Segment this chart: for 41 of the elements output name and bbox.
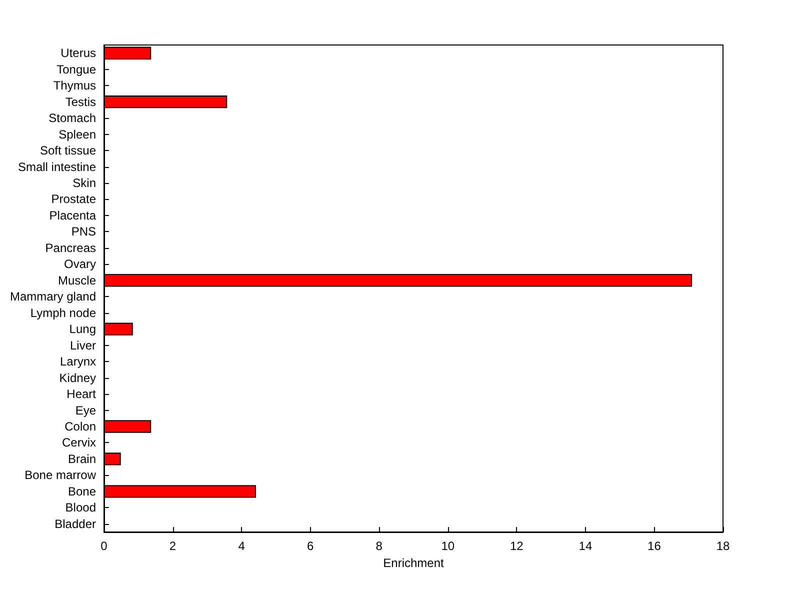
y-tick-label: Thymus (53, 78, 96, 93)
y-tick-label: Ovary (64, 257, 96, 272)
y-tick-label: Heart (66, 387, 97, 402)
x-tick-label: 8 (376, 539, 383, 553)
y-tick-label: Liver (70, 338, 96, 352)
y-tick-label: Brain (68, 452, 96, 466)
y-tick-label: Lymph node (30, 306, 96, 320)
y-tick-label: Muscle (58, 273, 96, 288)
y-tick-label: Lung (69, 322, 96, 336)
y-tick-label: Tongue (56, 62, 96, 76)
x-tick-label: 16 (648, 539, 662, 553)
y-tick-label: Placenta (49, 208, 96, 222)
y-tick-label: Larynx (60, 354, 96, 369)
y-tick-label: Prostate (51, 192, 96, 206)
y-tick-label: Eye (75, 403, 96, 418)
x-tick-label: 10 (441, 539, 455, 553)
x-tick-label: 4 (238, 539, 246, 553)
x-tick-label: 6 (306, 539, 314, 553)
y-tick-label: Pancreas (45, 240, 96, 255)
x-axis-title: Enrichment (383, 556, 445, 570)
y-tick-label: Cervix (62, 436, 96, 450)
y-tick-label: Mammary gland (10, 290, 96, 304)
y-tick-label: Kidney (59, 370, 96, 385)
y-tick-label: Testis (65, 94, 96, 109)
x-tick-label: 0 (100, 539, 108, 553)
y-tick-label: Small intestine (18, 160, 96, 174)
y-tick-label: Soft tissue (40, 144, 96, 158)
y-tick-label: Bone marrow (24, 468, 96, 482)
x-tick-label: 14 (578, 539, 592, 553)
y-tick-label: Stomach (48, 111, 96, 126)
y-tick-label: Bone (68, 484, 96, 498)
y-tick-label: Colon (64, 419, 96, 434)
y-tick-label: Spleen (58, 127, 96, 142)
y-tick-label: Blood (65, 500, 96, 515)
x-tick-label: 18 (716, 539, 730, 553)
y-tick-label: Skin (72, 176, 96, 190)
y-tick-label: Bladder (54, 516, 96, 531)
x-tick-label: 12 (510, 539, 524, 553)
x-tick-label: 2 (169, 539, 176, 553)
y-tick-label: PNS (71, 224, 96, 239)
y-tick-label: Uterus (60, 46, 96, 60)
